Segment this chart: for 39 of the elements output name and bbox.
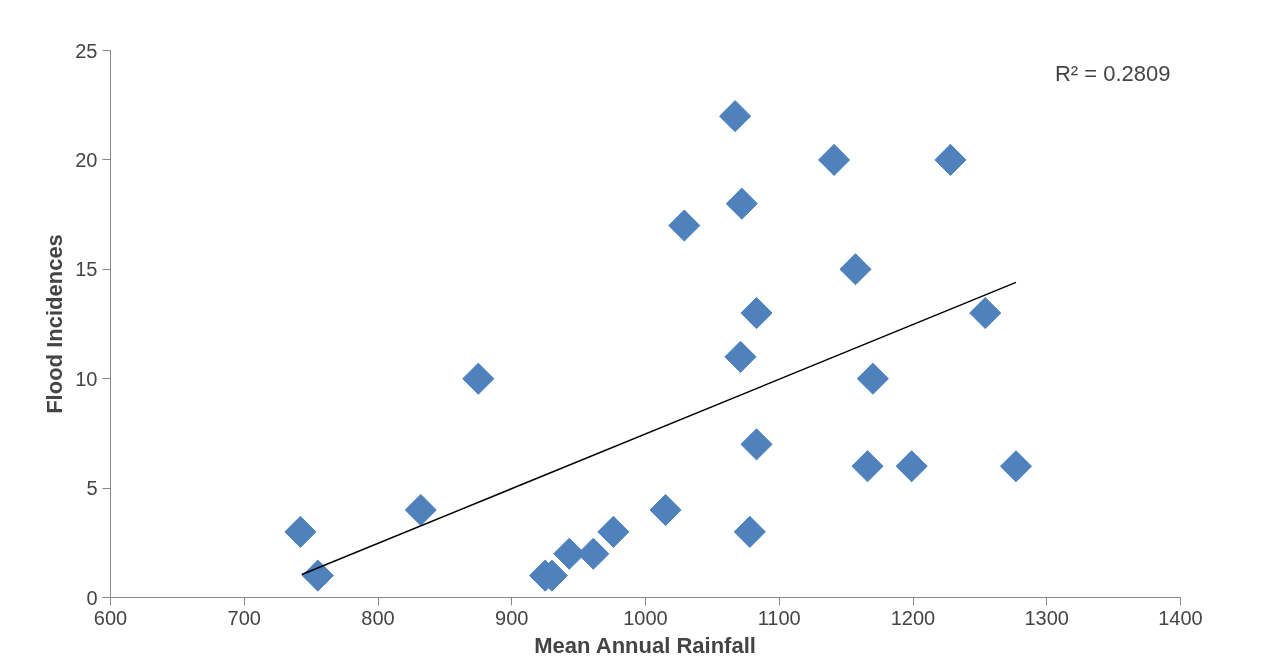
x-tick-label: 700 (227, 606, 261, 629)
point (740, 297, 773, 330)
point (725, 187, 758, 220)
x-tick-label: 1100 (757, 606, 801, 629)
point (934, 143, 967, 176)
point (597, 515, 630, 548)
y-axis-title: Flood Incidences (42, 234, 68, 414)
point (733, 515, 766, 548)
point (818, 143, 851, 176)
point (462, 362, 495, 395)
point (740, 428, 773, 461)
point (969, 297, 1002, 330)
x-tick-label: 1400 (1158, 606, 1203, 629)
point (404, 493, 437, 527)
y-tick-label: 20 (75, 148, 98, 171)
point (724, 340, 757, 373)
x-tick-label: 800 (361, 606, 395, 629)
point (856, 362, 889, 395)
x-tick-label: 600 (93, 606, 128, 629)
y-tick-label: 0 (86, 586, 98, 609)
point (851, 450, 884, 483)
point (719, 100, 752, 133)
point (839, 253, 872, 286)
point (301, 559, 334, 592)
point (649, 493, 682, 527)
point (999, 450, 1033, 483)
point (284, 515, 317, 548)
point (668, 209, 701, 242)
y-tick-label: 25 (75, 39, 98, 62)
x-tick-label: 1300 (1024, 606, 1069, 629)
y-tick-label: 10 (75, 367, 98, 390)
x-tick-label: 1200 (890, 606, 936, 629)
y-tick-label: 5 (86, 477, 98, 500)
x-tick-label: 1000 (623, 606, 668, 629)
annotation: R² = 0.2809 (1054, 60, 1171, 86)
point (895, 450, 928, 483)
x-axis-title: Mean Annual Rainfall (534, 632, 756, 658)
x-tick-label: 900 (495, 606, 529, 629)
y-tick-label: 15 (75, 258, 98, 281)
